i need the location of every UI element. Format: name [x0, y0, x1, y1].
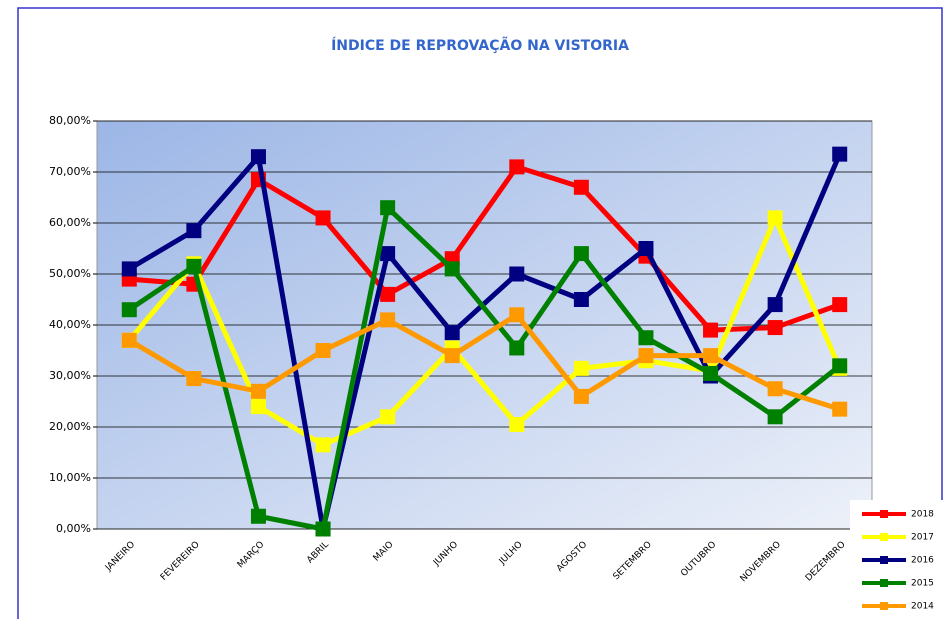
marker: [832, 297, 848, 313]
marker: [509, 416, 525, 432]
marker: [186, 258, 202, 274]
series-line: [127, 205, 842, 532]
marker: [832, 358, 848, 374]
legend-marker: [880, 533, 888, 541]
y-tick-label: 80,00%: [49, 114, 91, 127]
marker: [121, 332, 137, 348]
marker: [767, 297, 783, 313]
marker: [832, 146, 848, 162]
marker: [767, 320, 783, 336]
legend-marker: [880, 510, 888, 518]
marker: [380, 246, 396, 262]
marker: [767, 210, 783, 226]
marker: [509, 266, 525, 282]
legend-label: 2017: [911, 533, 934, 543]
marker: [186, 371, 202, 387]
marker: [250, 508, 266, 524]
marker: [509, 159, 525, 175]
legend-marker: [880, 602, 888, 610]
marker: [380, 409, 396, 425]
marker: [380, 312, 396, 328]
marker: [444, 325, 460, 341]
y-tick-label: 50,00%: [49, 267, 91, 280]
marker: [573, 246, 589, 262]
chart-title: ÍNDICE DE REPROVAÇÃO NA VISTORIA: [331, 37, 629, 54]
marker: [250, 383, 266, 399]
marker: [186, 223, 202, 239]
series-line: [127, 215, 843, 448]
marker: [380, 200, 396, 216]
marker: [380, 286, 396, 302]
legend-label: 2016: [911, 556, 934, 566]
marker: [638, 348, 654, 364]
series-line: [129, 164, 841, 333]
marker: [573, 360, 589, 376]
marker: [573, 292, 589, 307]
marker: [315, 437, 331, 453]
marker: [767, 409, 783, 425]
y-tick-label: 60,00%: [49, 216, 91, 229]
y-tick-label: 30,00%: [49, 369, 91, 382]
y-tick-label: 20,00%: [49, 420, 91, 433]
marker: [444, 348, 460, 364]
marker: [121, 261, 137, 277]
y-tick-label: 40,00%: [49, 318, 91, 331]
legend-label: 2014: [911, 602, 934, 612]
legend-marker: [880, 556, 888, 564]
marker: [121, 302, 137, 318]
marker: [703, 322, 719, 338]
marker: [250, 149, 266, 165]
y-tick-label: 70,00%: [49, 165, 91, 178]
legend-label: 2018: [911, 510, 934, 520]
y-tick-label: 0,00%: [56, 522, 91, 535]
marker: [703, 365, 719, 381]
marker: [509, 340, 525, 356]
marker: [315, 210, 331, 226]
marker: [638, 330, 654, 346]
marker: [250, 399, 266, 415]
legend-marker: [880, 579, 888, 587]
marker: [509, 307, 525, 323]
marker: [573, 179, 589, 195]
marker: [767, 381, 783, 397]
series-line: [128, 153, 843, 532]
y-tick-label: 10,00%: [49, 471, 91, 484]
marker: [832, 401, 848, 417]
marker: [703, 348, 719, 364]
marker: [444, 261, 460, 277]
marker: [573, 388, 589, 404]
marker: [638, 241, 654, 256]
marker: [315, 343, 331, 358]
series-line: [128, 312, 841, 412]
legend-label: 2015: [911, 579, 934, 589]
marker: [315, 521, 331, 537]
